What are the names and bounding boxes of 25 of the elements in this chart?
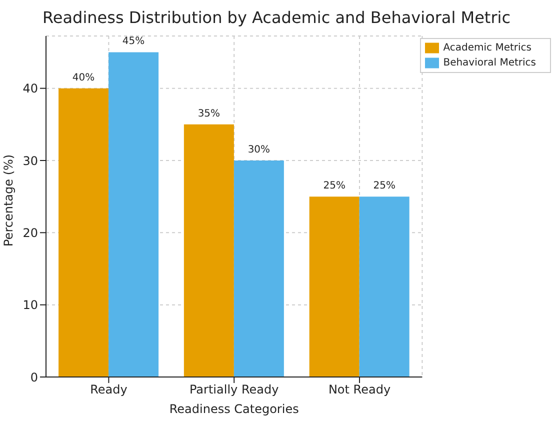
x-tick-label: Not Ready: [328, 382, 391, 397]
bar: [309, 196, 360, 377]
y-tick-label: 40: [22, 82, 38, 96]
data-label: 35%: [198, 108, 220, 120]
chart-title: Readiness Distribution by Academic and Behavioral Metric: [41, 8, 512, 27]
y-tick-label: 20: [22, 226, 38, 240]
data-label: 40%: [72, 72, 95, 84]
y-axis-title: Percentage (%): [1, 154, 16, 246]
bar: [359, 196, 410, 377]
bar: [184, 124, 234, 377]
legend-label: Academic Metrics: [443, 42, 532, 54]
x-tick-label: Ready: [90, 382, 128, 397]
data-label: 25%: [373, 180, 396, 192]
x-axis-title: Readiness Categories: [169, 402, 299, 416]
y-tick-label: 0: [30, 370, 38, 384]
y-tick-label: 10: [22, 298, 38, 312]
bar: [234, 160, 284, 377]
data-label: 30%: [248, 144, 270, 156]
legend-label: Behavioral Metrics: [443, 57, 536, 68]
data-label: 25%: [323, 180, 346, 192]
bar: [58, 88, 109, 377]
x-tick-label: Partially Ready: [189, 382, 279, 397]
y-tick-label: 30: [22, 154, 38, 168]
data-label: 45%: [122, 36, 145, 48]
bar: [108, 52, 159, 377]
